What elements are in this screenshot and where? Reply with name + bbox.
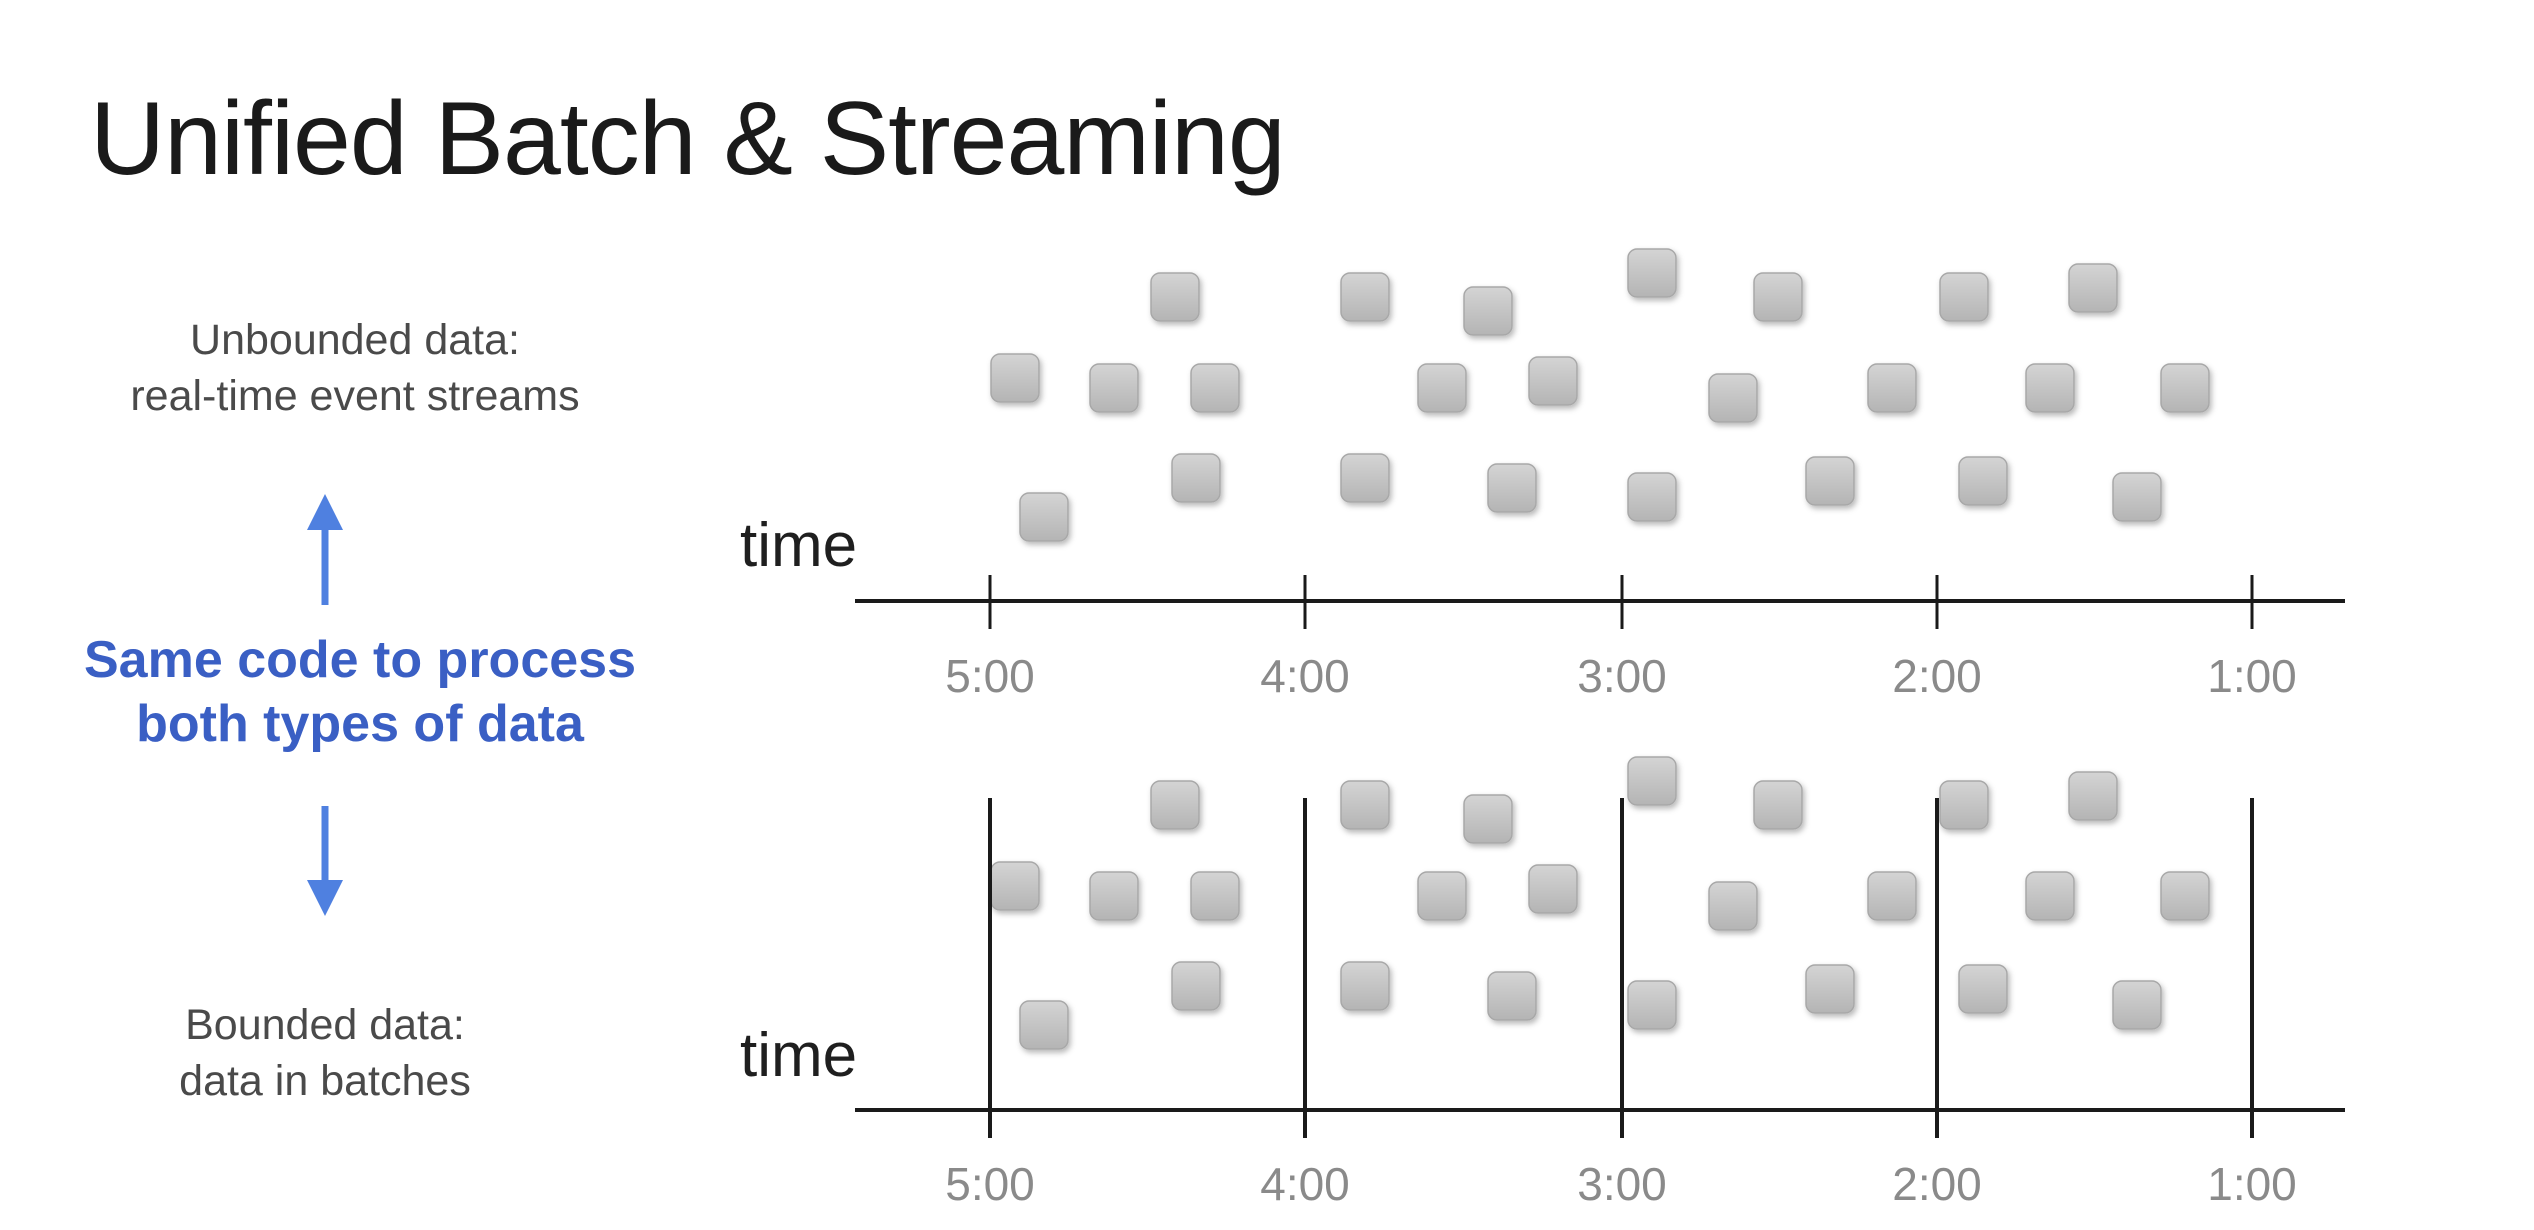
event-box — [1627, 756, 1677, 806]
arrow-down-icon — [307, 806, 343, 916]
axis-tick-label: 2:00 — [1892, 1158, 1982, 1210]
axis-tick-label: 1:00 — [2207, 650, 2297, 702]
event-box — [1340, 272, 1390, 322]
event-box — [2068, 771, 2118, 821]
event-box — [1019, 492, 1069, 542]
event-box — [1487, 971, 1537, 1021]
event-box — [1708, 373, 1758, 423]
event-box — [990, 353, 1040, 403]
event-box — [1708, 881, 1758, 931]
event-box — [1417, 871, 1467, 921]
event-box — [1939, 780, 1989, 830]
event-box — [2025, 363, 2075, 413]
event-box — [2160, 363, 2210, 413]
axis-tick-label: 2:00 — [1892, 650, 1982, 702]
same-code-line2: both types of data — [136, 695, 584, 753]
axis-tick-label: 5:00 — [945, 650, 1035, 702]
bounded-data-line2: data in batches — [179, 1057, 471, 1105]
batch-axis-ticks: 5:00 4:00 3:00 2:00 1:00 — [945, 798, 2297, 1210]
event-box — [1805, 964, 1855, 1014]
same-code-label: Same code to process both types of data — [20, 628, 700, 756]
event-box — [1340, 961, 1390, 1011]
event-box — [990, 861, 1040, 911]
axis-tick-label: 1:00 — [2207, 1158, 2297, 1210]
time-label-streaming: time — [740, 511, 858, 580]
event-box — [1463, 794, 1513, 844]
event-box — [1753, 780, 1803, 830]
event-box — [1190, 363, 1240, 413]
arrow-up-icon — [307, 494, 343, 605]
event-box — [1627, 248, 1677, 298]
event-box — [1463, 286, 1513, 336]
event-box — [1939, 272, 1989, 322]
event-box — [1867, 871, 1917, 921]
bounded-data-line1: Bounded data: — [185, 1001, 465, 1049]
event-box — [1089, 871, 1139, 921]
event-box — [1171, 961, 1221, 1011]
event-box — [1528, 864, 1578, 914]
event-box — [1958, 456, 2008, 506]
slide-title: Unified Batch & Streaming — [90, 81, 1286, 197]
event-box — [1150, 272, 1200, 322]
event-box — [2025, 871, 2075, 921]
event-box — [2112, 980, 2162, 1030]
axis-tick-label: 4:00 — [1260, 650, 1350, 702]
event-box — [1190, 871, 1240, 921]
event-box — [1627, 472, 1677, 522]
axis-tick-label: 4:00 — [1260, 1158, 1350, 1210]
event-box — [1753, 272, 1803, 322]
event-box — [2160, 871, 2210, 921]
axis-tick-label: 3:00 — [1577, 1158, 1667, 1210]
event-box — [1487, 463, 1537, 513]
same-code-line1: Same code to process — [84, 631, 636, 689]
unbounded-data-line2: real-time event streams — [130, 372, 580, 420]
event-box — [1958, 964, 2008, 1014]
event-box — [1019, 1000, 1069, 1050]
event-box — [1150, 780, 1200, 830]
streaming-axis-ticks: 5:00 4:00 3:00 2:00 1:00 — [945, 575, 2297, 702]
batch-events — [990, 756, 2210, 1050]
event-box — [2112, 472, 2162, 522]
bounded-data-label: Bounded data: data in batches — [40, 997, 610, 1109]
streaming-events — [990, 248, 2210, 542]
unbounded-data-line1: Unbounded data: — [190, 316, 520, 364]
event-box — [1340, 780, 1390, 830]
unbounded-data-label: Unbounded data: real-time event streams — [40, 312, 670, 424]
event-box — [1089, 363, 1139, 413]
event-box — [1805, 456, 1855, 506]
event-box — [1171, 453, 1221, 503]
axis-tick-label: 3:00 — [1577, 650, 1667, 702]
event-box — [2068, 263, 2118, 313]
event-box — [1627, 980, 1677, 1030]
event-box — [1340, 453, 1390, 503]
event-box — [1867, 363, 1917, 413]
event-box — [1528, 356, 1578, 406]
event-box — [1417, 363, 1467, 413]
axis-tick-label: 5:00 — [945, 1158, 1035, 1210]
time-label-batch: time — [740, 1021, 858, 1090]
